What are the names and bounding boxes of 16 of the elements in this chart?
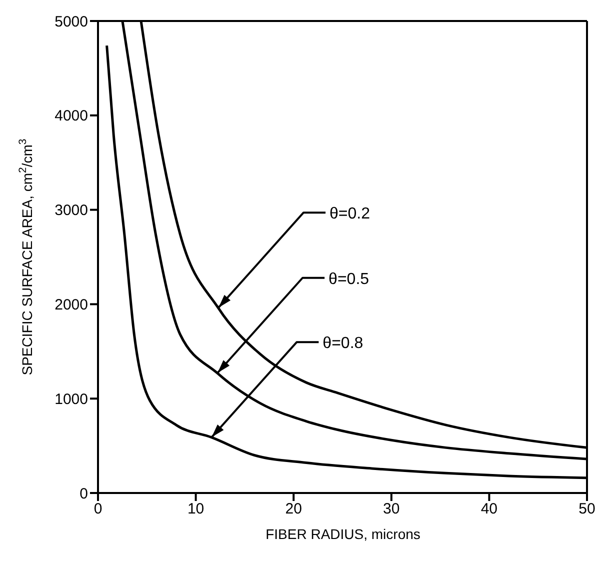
x-tick-label: 0 bbox=[94, 500, 102, 518]
x-axis-title: FIBER RADIUS, microns bbox=[266, 526, 420, 542]
y-tick-label: 5000 bbox=[54, 13, 88, 30]
y-tick-label: 4000 bbox=[54, 108, 88, 125]
y-tick-label: 0 bbox=[80, 485, 88, 502]
annotation: θ=0.5 bbox=[328, 270, 370, 288]
y-tick-label: 3000 bbox=[54, 202, 88, 220]
y-tick-label: 2000 bbox=[54, 296, 88, 314]
annotation: θ=0.2 bbox=[330, 206, 370, 223]
y-tick-label: 1000 bbox=[54, 390, 88, 408]
x-tick-label: 30 bbox=[383, 500, 400, 518]
annotation: θ=0.8 bbox=[322, 335, 364, 352]
x-tick-label: 40 bbox=[480, 500, 498, 518]
x-tick-label: 50 bbox=[578, 500, 596, 518]
x-tick-label: 10 bbox=[187, 500, 204, 518]
x-tick-label: 20 bbox=[285, 500, 302, 518]
